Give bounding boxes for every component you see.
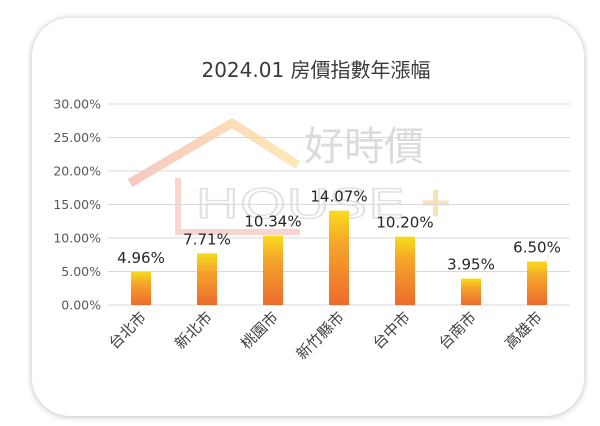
y-tick-label: 15.00% (53, 197, 101, 212)
y-tick-label: 5.00% (61, 264, 101, 279)
data-label: 10.20% (376, 214, 433, 232)
y-tick-label: 25.00% (53, 130, 101, 145)
x-axis: 台北市 新北市 桃園市 新竹縣市 台中市 台南市 高雄市 (105, 308, 546, 363)
y-tick-label: 30.00% (53, 97, 101, 112)
chart-title: 2024.01 房價指數年漲幅 (201, 58, 430, 82)
bars (131, 210, 547, 305)
x-tick-label: 新北市 (171, 308, 216, 353)
bar (263, 235, 283, 305)
x-tick-label: 台北市 (105, 308, 150, 353)
bar (461, 278, 481, 305)
bar (395, 236, 415, 305)
x-tick-label: 高雄市 (501, 308, 546, 353)
data-label: 10.34% (244, 213, 301, 231)
y-axis: 0.00% 5.00% 10.00% 15.00% 20.00% 25.00% 30.00% (53, 97, 101, 313)
x-tick-label: 台中市 (369, 308, 414, 353)
watermark-roof-icon (127, 118, 301, 187)
y-tick-label: 0.00% (61, 298, 101, 313)
watermark-name-cn: 好時價 (304, 124, 424, 170)
bar (131, 271, 151, 305)
x-tick-label: 桃園市 (237, 308, 282, 353)
x-tick-label: 台南市 (435, 308, 480, 353)
data-label: 3.95% (447, 256, 495, 274)
bar (329, 210, 349, 305)
watermark-frame-icon (175, 178, 300, 235)
y-tick-label: 20.00% (53, 164, 101, 179)
watermark-plus: + (418, 177, 453, 226)
bar (197, 253, 217, 305)
bar (527, 261, 547, 305)
data-label: 7.71% (183, 230, 231, 248)
data-label: 6.50% (513, 238, 561, 256)
chart-card (32, 18, 584, 416)
data-label: 14.07% (310, 188, 367, 206)
x-tick-label: 新竹縣市 (293, 308, 348, 363)
data-label: 4.96% (117, 249, 165, 267)
data-labels: 4.96% 7.71% 10.34% 14.07% 10.20% 3.95% 6.50% (117, 188, 561, 274)
y-tick-label: 10.00% (53, 231, 101, 246)
